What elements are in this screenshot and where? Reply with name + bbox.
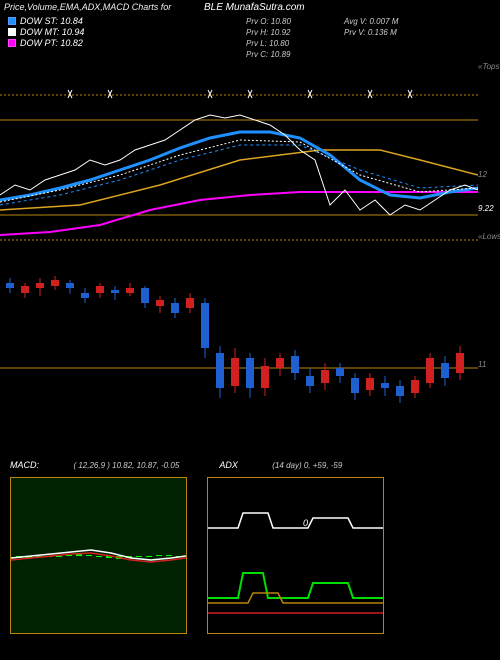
price-ema-chart [0,60,478,250]
axis-label-12: 12 [478,170,500,179]
axis-label-tops: «Tops [478,62,500,71]
adx-label: ADX [219,460,238,470]
chart-title-left: Price,Volume,EMA,ADX,MACD Charts for [4,2,171,12]
legend-color-box [8,39,16,47]
indicators-row: MACD: ( 12,26,9 ) 10.82, 10.87, -0.05 AD… [0,455,500,634]
stats-volume: Avg V: 0.007 MPrv V: 0.136 M [344,16,398,38]
macd-label: MACD: [10,460,39,470]
legend-text: DOW MT: 10.94 [20,27,84,37]
svg-text:0: 0 [303,518,308,528]
macd-panel [10,477,187,634]
adx-panel: 0 [207,477,384,634]
axis-label-lows: «Lows [478,232,500,241]
stats-ohlc: Prv O: 10.80Prv H: 10.92Prv L: 10.80Prv … [246,16,291,60]
legend-text: DOW ST: 10.84 [20,16,83,26]
chart-title-right: BLE MunafaSutra.com [204,2,305,13]
candlestick-chart [0,258,478,448]
legend-text: DOW PT: 10.82 [20,38,83,48]
legend-color-box [8,17,16,25]
legend-color-box [8,28,16,36]
adx-params: (14 day) 0, +59, -59 [272,461,342,470]
macd-params: ( 12,26,9 ) 10.82, 10.87, -0.05 [73,461,179,470]
legend: DOW ST: 10.84DOW MT: 10.94DOW PT: 10.82 [8,16,84,49]
axis-label-922: 9.22 [478,204,500,213]
axis-label-11: 11 [478,360,500,369]
